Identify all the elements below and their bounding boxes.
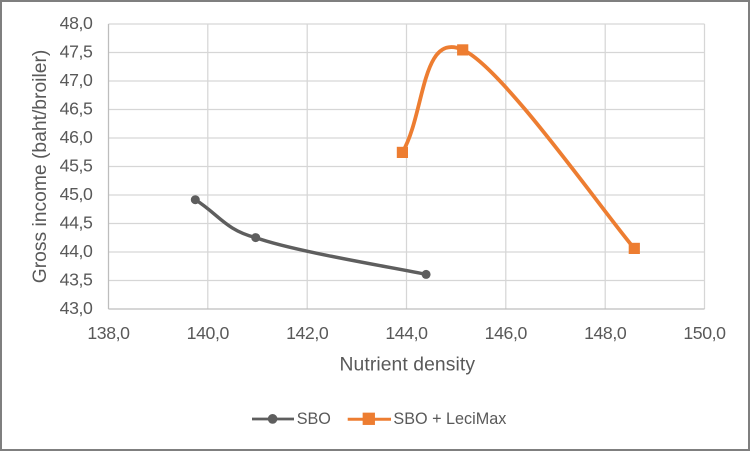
svg-text:142,0: 142,0 <box>286 323 329 343</box>
svg-text:46,5: 46,5 <box>60 99 93 119</box>
svg-text:45,5: 45,5 <box>60 156 93 176</box>
svg-text:148,0: 148,0 <box>584 323 627 343</box>
svg-text:45,0: 45,0 <box>60 184 93 204</box>
svg-text:150,0: 150,0 <box>683 323 726 343</box>
svg-text:SBO: SBO <box>297 410 331 428</box>
svg-text:144,0: 144,0 <box>385 323 428 343</box>
svg-text:48,0: 48,0 <box>60 13 93 33</box>
svg-text:43,5: 43,5 <box>60 270 93 290</box>
svg-text:Gross income (baht/broiler): Gross income (baht/broiler) <box>30 50 51 284</box>
svg-text:46,0: 46,0 <box>60 127 93 147</box>
svg-text:43,0: 43,0 <box>60 298 93 318</box>
svg-text:Nutrient density: Nutrient density <box>340 355 476 376</box>
svg-text:47,5: 47,5 <box>60 42 93 62</box>
svg-text:44,0: 44,0 <box>60 241 93 261</box>
svg-text:138,0: 138,0 <box>87 323 130 343</box>
svg-text:47,0: 47,0 <box>60 70 93 90</box>
svg-text:SBO + LeciMax: SBO + LeciMax <box>393 410 506 428</box>
svg-text:146,0: 146,0 <box>485 323 528 343</box>
svg-text:44,5: 44,5 <box>60 213 93 233</box>
svg-text:140,0: 140,0 <box>187 323 230 343</box>
